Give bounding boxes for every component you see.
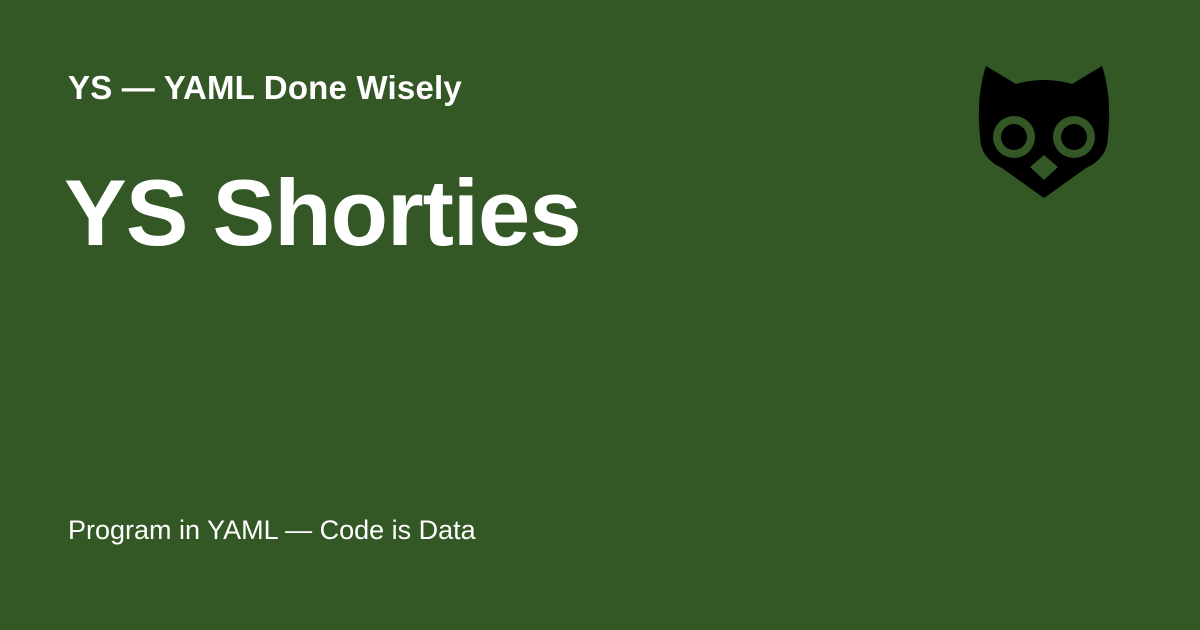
site-name: YS — YAML Done Wisely [68,69,462,106]
page-title: YS Shorties [64,160,582,265]
owl-icon [974,62,1114,202]
tagline: Program in YAML — Code is Data [68,515,476,545]
